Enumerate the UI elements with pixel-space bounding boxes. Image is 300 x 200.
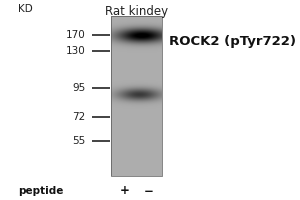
Text: peptide: peptide bbox=[18, 186, 63, 196]
Text: Rat kindey: Rat kindey bbox=[105, 4, 168, 18]
Text: ROCK2 (pTyr722): ROCK2 (pTyr722) bbox=[169, 36, 296, 48]
Text: 170: 170 bbox=[66, 30, 86, 40]
Text: 72: 72 bbox=[72, 112, 86, 122]
Text: 95: 95 bbox=[72, 83, 86, 93]
Text: +: + bbox=[120, 184, 129, 197]
Text: KD: KD bbox=[18, 4, 33, 14]
Bar bbox=[111, 16, 162, 176]
Text: 55: 55 bbox=[72, 136, 86, 146]
Text: 130: 130 bbox=[66, 46, 86, 56]
Text: −: − bbox=[144, 184, 153, 197]
